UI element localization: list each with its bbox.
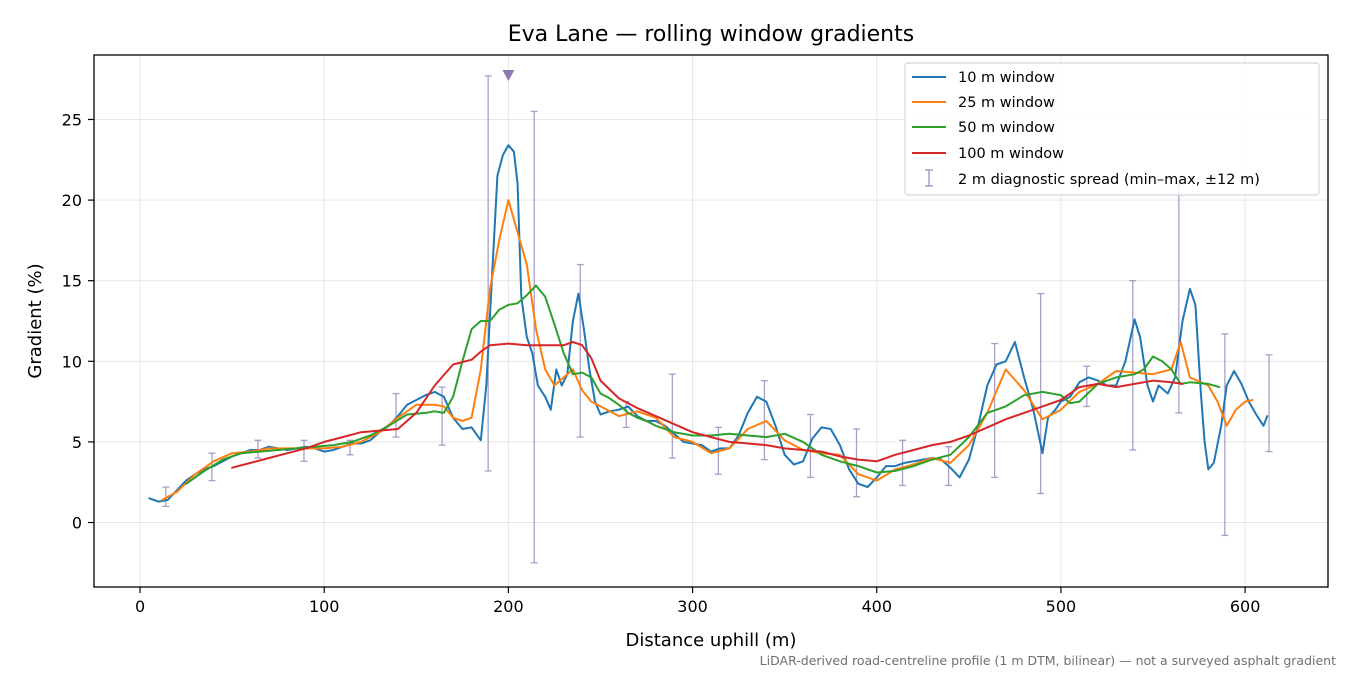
y-tick-label: 0: [72, 514, 82, 533]
y-tick-label: 20: [62, 191, 82, 210]
errorbar: [162, 486, 170, 508]
x-tick-label: 400: [861, 597, 892, 616]
x-tick-label: 100: [309, 597, 340, 616]
footnote-text: LiDAR-derived road-centreline profile (1…: [760, 653, 1336, 668]
legend: 10 m window 25 m window 50 m window 100 …: [904, 62, 1320, 196]
y-axis-label: Gradient (%): [25, 263, 46, 378]
y-tick-label: 5: [72, 433, 82, 452]
legend-label-100m: 100 m window: [958, 146, 1064, 162]
errorbar: [300, 439, 308, 462]
y-tick-label: 25: [62, 110, 82, 129]
series-line-10-m-window: [148, 144, 1269, 503]
series-lines: [148, 144, 1269, 503]
peak-marker-group: [502, 69, 515, 81]
x-tick-label: 600: [1230, 597, 1261, 616]
errorbar: [1037, 292, 1045, 495]
legend-label-errorbar: 2 m diagnostic spread (min–max, ±12 m): [958, 172, 1260, 188]
y-tick-label: 15: [62, 272, 82, 291]
legend-swatch-errorbar: [925, 169, 933, 187]
x-axis-label: Distance uphill (m): [626, 630, 797, 651]
plot-area-frame: [93, 54, 1329, 588]
series-line-25-m-window: [161, 199, 1254, 501]
peak-marker: [502, 69, 515, 81]
errorbar: [853, 428, 861, 498]
errorbar: [668, 373, 676, 459]
legend-label-25m: 25 m window: [958, 95, 1055, 111]
errorbar: [1129, 280, 1137, 451]
errorbar: [1265, 354, 1273, 453]
errorbar: [760, 379, 768, 461]
x-tick-label: 200: [493, 597, 524, 616]
errorbar: [1221, 333, 1229, 537]
axis-ticks: 0 100 200 300 400 500 600 0 5 10 15 20 25: [62, 110, 1261, 616]
series-line-50-m-window: [185, 284, 1221, 485]
errorbar-group: [162, 75, 1273, 564]
y-tick-label: 10: [62, 352, 82, 371]
errorbar: [484, 75, 492, 472]
x-tick-label: 300: [677, 597, 708, 616]
legend-label-10m: 10 m window: [958, 70, 1055, 86]
series-line-100-m-window: [231, 341, 1184, 469]
legend-label-50m: 50 m window: [958, 120, 1055, 136]
x-tick-label: 0: [135, 597, 145, 616]
legend-box: [904, 62, 1320, 196]
x-tick-label: 500: [1046, 597, 1077, 616]
chart-title: Eva Lane — rolling window gradients: [508, 22, 914, 47]
errorbar: [576, 263, 584, 438]
errorbar: [530, 110, 538, 564]
